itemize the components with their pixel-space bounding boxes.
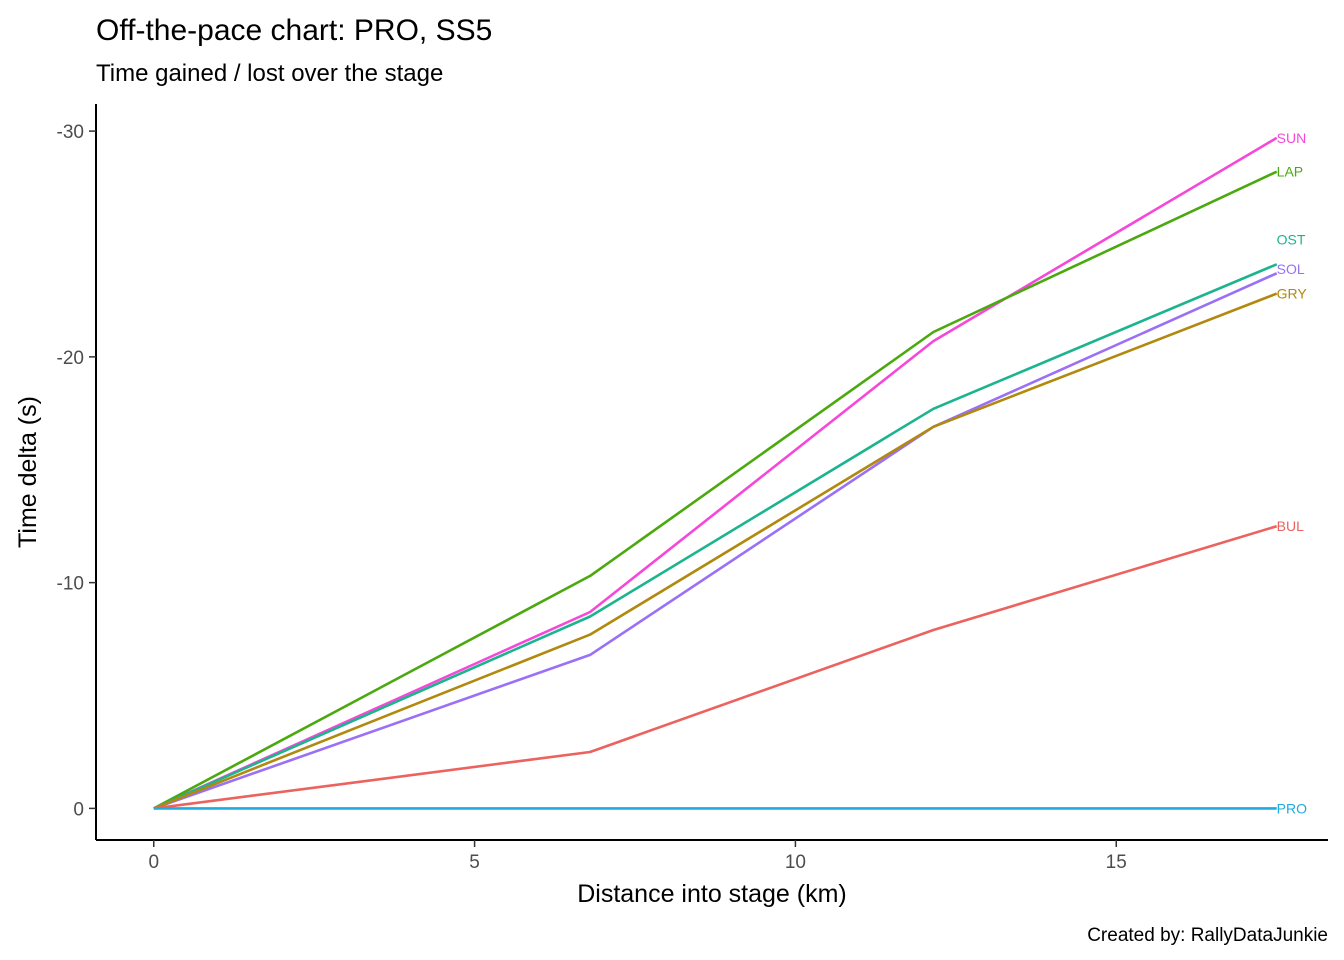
x-tick-label: 15 bbox=[1106, 852, 1127, 873]
series-label-sol: SOL bbox=[1277, 261, 1305, 277]
y-tick-label: 0 bbox=[73, 799, 84, 820]
chart-caption: Created by: RallyDataJunkie bbox=[1087, 925, 1328, 946]
chart-title: Off-the-pace chart: PRO, SS5 bbox=[96, 14, 492, 47]
series-line-sun bbox=[153, 136, 1278, 810]
x-tick-label: 10 bbox=[785, 852, 806, 873]
plot-area: SUN LAP OST SOL GRY BUL PRO bbox=[153, 130, 1308, 816]
series-line-ost bbox=[153, 263, 1278, 810]
series-line-sol bbox=[153, 272, 1278, 810]
series-line-lap bbox=[153, 170, 1278, 810]
series-label-gry: GRY bbox=[1277, 286, 1308, 302]
y-tick-label: -30 bbox=[57, 122, 84, 143]
x-tick-label: 0 bbox=[148, 852, 159, 873]
series-label-sun: SUN bbox=[1277, 130, 1307, 146]
series-line-gry bbox=[153, 292, 1278, 810]
x-tick-label: 5 bbox=[469, 852, 480, 873]
chart-subtitle: Time gained / lost over the stage bbox=[96, 60, 443, 87]
y-tick-label: -10 bbox=[57, 574, 84, 595]
series-label-pro: PRO bbox=[1277, 800, 1307, 816]
series-label-bul: BUL bbox=[1277, 518, 1304, 534]
x-axis-title: Distance into stage (km) bbox=[577, 880, 847, 908]
series-label-ost: OST bbox=[1277, 231, 1306, 247]
y-tick-label: -20 bbox=[57, 348, 84, 369]
y-axis-title: Time delta (s) bbox=[14, 396, 42, 548]
series-line-bul bbox=[153, 524, 1278, 810]
axes: 0 5 10 15 0 -10 -20 -30 bbox=[57, 104, 1328, 873]
series-label-lap: LAP bbox=[1277, 164, 1303, 180]
